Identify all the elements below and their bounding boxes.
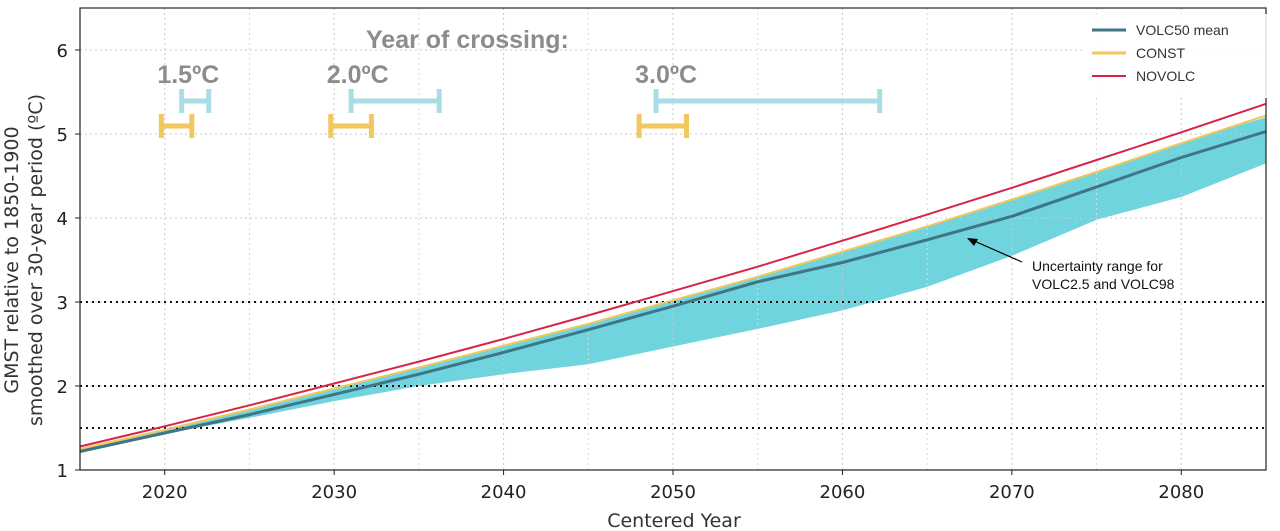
crossing-level-label: 2.0ºC bbox=[327, 61, 389, 89]
band-annotation-arrowhead bbox=[967, 238, 978, 246]
legend-label-novolc: NOVOLC bbox=[1136, 68, 1195, 84]
band-annotation-arrow bbox=[971, 239, 1023, 263]
y-tick-label: 3 bbox=[57, 293, 68, 314]
axes-layer: 2020 2030 2040 2050 2060 2070 2080 1 2 3 4 5 6 bbox=[57, 7, 1267, 503]
band-annotation: Uncertainty range for VOLC2.5 and VOLC98 bbox=[967, 238, 1175, 292]
y-axis-label-line2: smoothed over 30-year period (ºC) bbox=[25, 94, 47, 426]
crossing-layer: 1.5ºC 2.0ºC 3.0ºC bbox=[157, 61, 883, 138]
legend: VOLC50 mean CONST NOVOLC bbox=[1082, 14, 1272, 98]
series-line-volc50-mean bbox=[79, 130, 1267, 453]
legend-label-volc50: VOLC50 mean bbox=[1136, 22, 1229, 38]
x-tick-label: 2050 bbox=[650, 482, 696, 503]
y-tick-label: 6 bbox=[57, 41, 68, 62]
legend-box bbox=[1082, 14, 1272, 98]
x-axis-label: Centered Year bbox=[607, 510, 741, 531]
y-tick-label: 4 bbox=[57, 209, 68, 230]
x-tick-label: 2070 bbox=[989, 482, 1035, 503]
band-annotation-line2: VOLC2.5 and VOLC98 bbox=[1032, 276, 1175, 292]
x-tick-label: 2020 bbox=[142, 482, 188, 503]
crossing-level-label: 3.0ºC bbox=[635, 61, 697, 89]
y-tick-label: 5 bbox=[57, 125, 68, 146]
crossing-title: Year of crossing: bbox=[366, 26, 569, 54]
x-tick-label: 2030 bbox=[311, 482, 357, 503]
series-line-const bbox=[79, 114, 1267, 450]
y-tick-label: 2 bbox=[57, 377, 68, 398]
crossing-level-label: 1.5ºC bbox=[157, 61, 219, 89]
x-tick-label: 2040 bbox=[481, 482, 527, 503]
y-axis-label-line1: GMST relative to 1850-1900 bbox=[1, 126, 23, 393]
x-tick-label: 2060 bbox=[820, 482, 866, 503]
series-line-novolc bbox=[79, 102, 1267, 448]
y-tick-label: 1 bbox=[57, 461, 68, 482]
band-annotation-line1: Uncertainty range for bbox=[1032, 258, 1163, 274]
grid-layer bbox=[80, 8, 1266, 471]
legend-label-const: CONST bbox=[1136, 45, 1185, 61]
series-layer bbox=[79, 102, 1267, 453]
x-tick-label: 2080 bbox=[1158, 482, 1204, 503]
